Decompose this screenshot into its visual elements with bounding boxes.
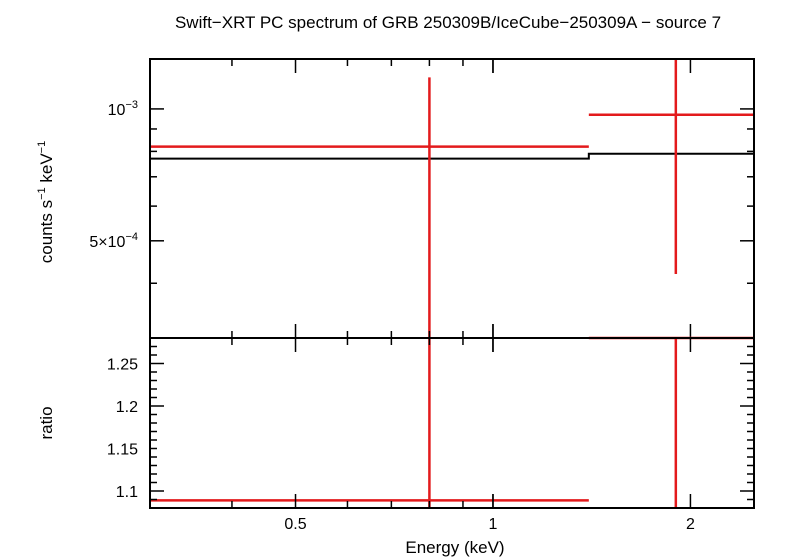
y-axis-label-spectrum: counts s−1 keV−1 — [36, 141, 56, 263]
y-tick-label-ratio-1.2: 1.2 — [116, 399, 138, 416]
ratio-panel: 0.5 1 2 1.1 1.15 1.2 1.25 — [107, 336, 754, 533]
y-tick-label-ratio-1.25: 1.25 — [107, 357, 138, 374]
y-tick-label-top-0: 10−3 — [108, 99, 138, 119]
x-tick-label-1: 1 — [489, 516, 498, 533]
y-label-counts: counts s — [37, 200, 56, 263]
x-tick-label-2: 2 — [686, 516, 695, 533]
spectrum-panel-frame — [149, 58, 755, 339]
y-tick-label-ratio-1.15: 1.15 — [107, 442, 138, 459]
y-tick-label-exponent: −3 — [125, 99, 138, 111]
y-label-kev: keV — [37, 153, 56, 188]
y-tick-label-ratio-1.1: 1.1 — [116, 484, 138, 501]
chart-title: Swift−XRT PC spectrum of GRB 250309B/Ice… — [175, 13, 721, 32]
y-tick-label-top-1: 5×10−4 — [89, 231, 138, 251]
y-label-exp-s: −1 — [36, 187, 48, 200]
x-tick-label-0.5: 0.5 — [284, 516, 306, 533]
y-axis-label-ratio: ratio — [37, 406, 56, 439]
y-tick-label-base: 5×10 — [89, 234, 125, 251]
spectrum-panel: 10−3 5×10−4 — [89, 59, 754, 339]
y-tick-label-base: 10 — [108, 102, 126, 119]
x-axis-label: Energy (keV) — [405, 538, 504, 557]
model-line — [150, 152, 754, 160]
y-tick-label-exponent: −4 — [125, 231, 138, 243]
y-label-exp-kev: −1 — [36, 141, 48, 154]
ratio-panel-frame — [149, 337, 755, 509]
